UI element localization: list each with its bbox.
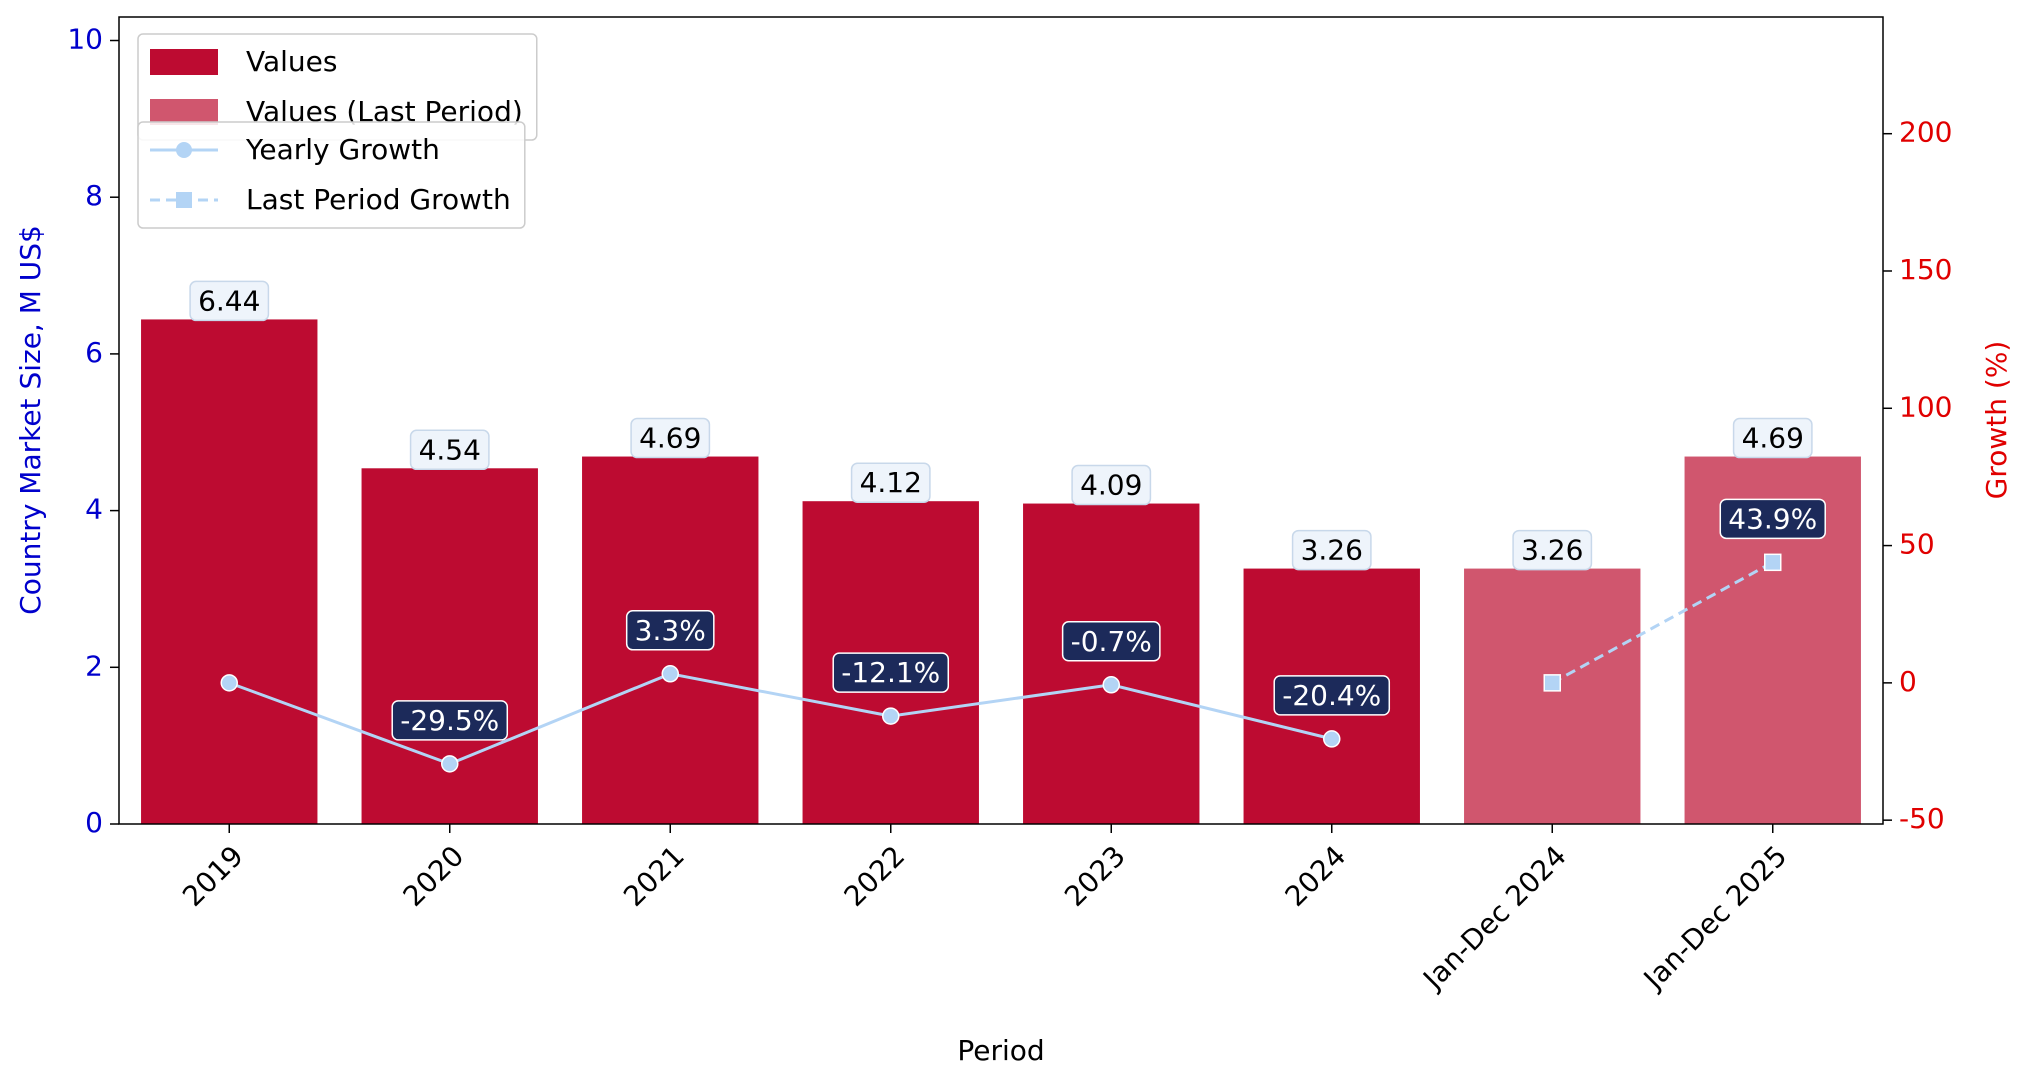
- bar-value-label-box: [1732, 417, 1813, 459]
- growth-value-label: -29.5%: [400, 704, 499, 737]
- y-tick-label: 0: [85, 806, 103, 839]
- growth-marker: [441, 755, 459, 773]
- growth-value-label-box: [1273, 675, 1391, 716]
- growth-value-label: 43.9%: [1728, 502, 1817, 535]
- growth-value-label-group: -29.5%: [391, 700, 509, 741]
- bar-value-label: 4.54: [419, 433, 481, 466]
- bar: [1023, 503, 1200, 824]
- legend: Yearly Growth Last Period Growth: [137, 121, 526, 229]
- growth-marker: [882, 707, 900, 725]
- bar-value-label: 4.12: [860, 466, 922, 499]
- growth-value-label-group: -0.7%: [1061, 621, 1161, 662]
- legend-box: [137, 121, 526, 229]
- y2-tick-label: 200: [1899, 116, 1952, 149]
- x-axis-label: Period: [957, 1034, 1044, 1067]
- y2-tick-label: 0: [1899, 665, 1917, 698]
- bar-value-label: 6.44: [198, 284, 260, 317]
- growth-value-label: -0.7%: [1071, 625, 1152, 658]
- bar-value-label-group: 6.44: [189, 280, 270, 322]
- bar-value-label-box: [1071, 464, 1152, 506]
- bar-value-label: 4.69: [639, 422, 701, 455]
- legend-label: Values: [246, 45, 337, 78]
- growth-marker: [661, 665, 679, 683]
- bar: [141, 319, 318, 824]
- y-tick-label: 10: [67, 23, 103, 56]
- bar-value-label-box: [630, 417, 711, 459]
- legend-swatch: [150, 49, 218, 75]
- plot-frame: [118, 16, 1884, 825]
- growth-marker: [1323, 730, 1341, 748]
- bar-value-label-box: [1291, 529, 1372, 571]
- y-tick-label: 2: [85, 649, 103, 682]
- growth-value-label-group: 43.9%: [1719, 498, 1826, 540]
- growth-value-label-box: [625, 610, 715, 651]
- growth-value-label-box: [832, 652, 950, 693]
- growth-line: [1551, 561, 1774, 685]
- growth-value-label-group: -20.4%: [1273, 675, 1391, 716]
- bar-value-label-group: 4.69: [630, 417, 711, 459]
- y2-axis-label: Growth (%): [1980, 341, 2013, 500]
- legend-marker: [176, 142, 192, 158]
- legend-label: Last Period Growth: [246, 183, 511, 216]
- y2-tick-label: 100: [1899, 390, 1952, 423]
- y-tick-label: 6: [85, 336, 103, 369]
- bar-value-label-group: 4.12: [850, 462, 931, 503]
- bar: [1464, 568, 1641, 824]
- legend-marker: [176, 192, 192, 208]
- y-tick-label: 8: [85, 179, 103, 212]
- growth-line: [228, 672, 1333, 766]
- bar-value-label: 4.09: [1080, 469, 1142, 502]
- y-axis-label: Country Market Size, M US$: [14, 225, 47, 615]
- legend-label: Yearly Growth: [245, 133, 440, 166]
- growth-value-label-box: [1719, 498, 1826, 540]
- y2-tick-label: 50: [1899, 528, 1935, 561]
- bar-value-label-group: 4.69: [1732, 417, 1813, 459]
- bar-value-label-box: [1512, 529, 1593, 571]
- bar-value-label-box: [409, 429, 490, 471]
- growth-marker: [1764, 553, 1782, 572]
- y2-tick-label: 150: [1899, 253, 1952, 286]
- bar-value-label-group: 4.09: [1071, 464, 1152, 506]
- bar-value-label: 3.26: [1521, 534, 1583, 567]
- bar-value-label-group: 4.54: [409, 429, 490, 471]
- y-tick-label: 4: [85, 493, 103, 526]
- growth-value-label: -12.1%: [841, 656, 940, 689]
- growth-marker: [1102, 676, 1120, 694]
- bar-value-label: 3.26: [1301, 534, 1363, 567]
- growth-value-label-box: [1061, 621, 1161, 662]
- bar-value-label-group: 3.26: [1291, 529, 1372, 571]
- growth-marker: [1543, 674, 1561, 692]
- bar-value-label: 4.69: [1742, 422, 1804, 455]
- growth-marker: [220, 674, 238, 692]
- growth-value-label-box: [391, 700, 509, 741]
- bar-value-label-box: [189, 280, 270, 322]
- legend-swatch: [150, 99, 218, 125]
- growth-value-label-group: 3.3%: [625, 610, 715, 651]
- bar-value-label-group: 3.26: [1512, 529, 1593, 571]
- y2-tick-label: -50: [1899, 802, 1945, 835]
- growth-value-label: -20.4%: [1282, 679, 1381, 712]
- bar-value-label-box: [850, 462, 931, 503]
- growth-value-label: 3.3%: [635, 614, 706, 647]
- growth-value-label-group: -12.1%: [832, 652, 950, 693]
